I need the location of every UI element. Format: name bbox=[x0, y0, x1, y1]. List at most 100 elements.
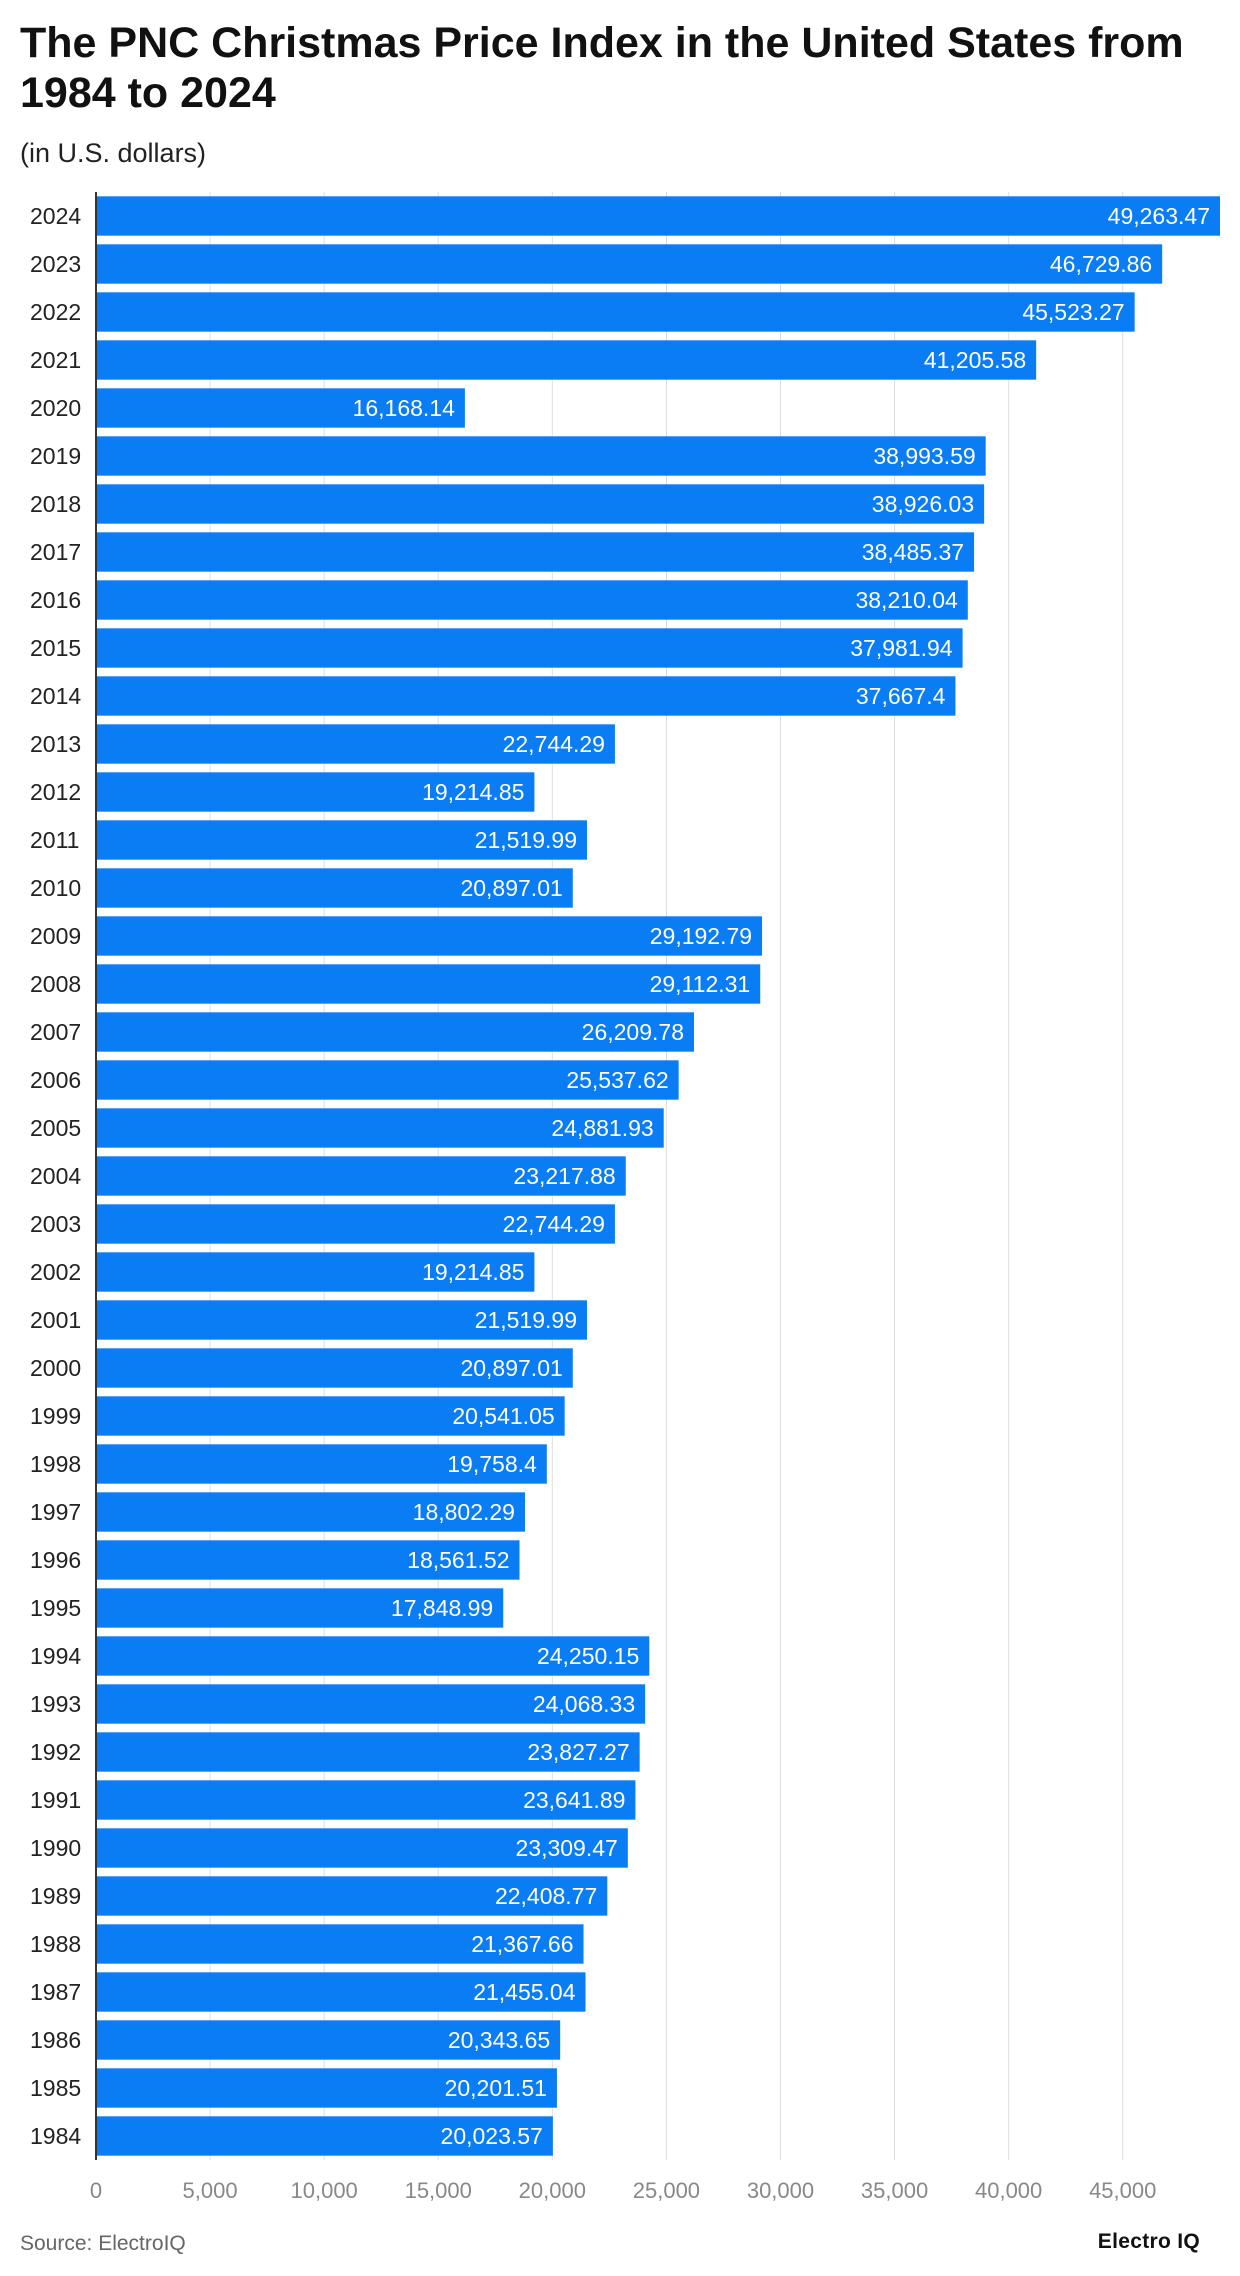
data-label: 29,112.31 bbox=[650, 971, 751, 997]
data-label: 21,519.99 bbox=[475, 827, 577, 853]
bar bbox=[96, 1204, 615, 1244]
data-label: 45,523.27 bbox=[1022, 299, 1124, 325]
category-label: 2006 bbox=[30, 1067, 81, 1093]
data-label: 38,926.03 bbox=[872, 491, 974, 517]
bar bbox=[96, 1636, 650, 1676]
data-label: 19,758.4 bbox=[447, 1451, 537, 1477]
data-label: 37,667.4 bbox=[856, 683, 946, 709]
data-label: 19,214.85 bbox=[422, 1259, 524, 1285]
bar bbox=[96, 964, 761, 1004]
bar bbox=[96, 1540, 520, 1580]
category-label: 1995 bbox=[30, 1595, 81, 1621]
category-label: 2000 bbox=[30, 1355, 81, 1381]
category-label: 2021 bbox=[30, 347, 81, 373]
data-label: 24,881.93 bbox=[551, 1115, 653, 1141]
bar bbox=[96, 1060, 679, 1100]
category-label: 1989 bbox=[30, 1883, 81, 1909]
data-label: 29,192.79 bbox=[650, 923, 752, 949]
category-label: 2005 bbox=[30, 1115, 81, 1141]
chart-subtitle: (in U.S. dollars) bbox=[20, 138, 207, 168]
data-label: 23,217.88 bbox=[513, 1163, 615, 1189]
x-tick-label: 15,000 bbox=[405, 2178, 472, 2203]
chart-title: The PNC Christmas Price Index in the Uni… bbox=[20, 19, 1184, 117]
data-label: 19,214.85 bbox=[422, 779, 524, 805]
data-label: 22,744.29 bbox=[503, 731, 605, 757]
data-label: 21,367.66 bbox=[471, 1931, 573, 1957]
category-label: 1997 bbox=[30, 1499, 81, 1525]
category-label: 1984 bbox=[30, 2123, 81, 2149]
bar bbox=[96, 292, 1135, 332]
bar bbox=[96, 1780, 636, 1820]
x-tick-label: 20,000 bbox=[519, 2178, 586, 2203]
category-label: 2004 bbox=[30, 1163, 81, 1189]
brand-logo: Electro IQ bbox=[1097, 2230, 1200, 2253]
bar bbox=[96, 1732, 640, 1772]
x-tick-label: 5,000 bbox=[183, 2178, 238, 2203]
source-note: Source: ElectroIQ bbox=[20, 2232, 186, 2255]
data-label: 21,455.04 bbox=[473, 1979, 576, 2005]
category-label: 2015 bbox=[30, 635, 81, 661]
bar bbox=[96, 868, 573, 908]
x-tick-label: 10,000 bbox=[291, 2178, 358, 2203]
data-label: 26,209.78 bbox=[582, 1019, 684, 1045]
data-label: 38,485.37 bbox=[862, 539, 964, 565]
data-label: 20,201.51 bbox=[445, 2075, 547, 2101]
bar bbox=[96, 484, 985, 524]
bar bbox=[96, 2068, 557, 2108]
bar bbox=[96, 1156, 626, 1196]
bar bbox=[96, 1300, 588, 1340]
bar bbox=[96, 244, 1163, 284]
bar bbox=[96, 1828, 628, 1868]
category-label: 2003 bbox=[30, 1211, 81, 1237]
bar bbox=[96, 2116, 553, 2156]
bar bbox=[96, 1924, 584, 1964]
category-label: 1996 bbox=[30, 1547, 81, 1573]
category-label: 2008 bbox=[30, 971, 81, 997]
data-label: 41,205.58 bbox=[924, 347, 1026, 373]
bar bbox=[96, 1396, 565, 1436]
data-label: 37,981.94 bbox=[850, 635, 953, 661]
bar bbox=[96, 1684, 646, 1724]
category-label: 2024 bbox=[30, 203, 81, 229]
category-label: 2022 bbox=[30, 299, 81, 325]
category-label: 2011 bbox=[30, 827, 79, 853]
bar bbox=[96, 916, 763, 956]
bar bbox=[96, 1588, 504, 1628]
category-label: 2001 bbox=[30, 1307, 81, 1333]
data-label: 20,897.01 bbox=[460, 875, 562, 901]
bar bbox=[96, 1492, 525, 1532]
bar bbox=[96, 1012, 695, 1052]
bar bbox=[96, 436, 986, 476]
data-label: 18,561.52 bbox=[407, 1547, 509, 1573]
bar bbox=[96, 1876, 608, 1916]
category-label: 1991 bbox=[30, 1787, 81, 1813]
bar bbox=[96, 340, 1037, 380]
bar bbox=[96, 1348, 573, 1388]
x-tick-label: 30,000 bbox=[747, 2178, 814, 2203]
category-label: 1999 bbox=[30, 1403, 81, 1429]
data-label: 23,641.89 bbox=[523, 1787, 625, 1813]
bar bbox=[96, 820, 588, 860]
bar bbox=[96, 1444, 547, 1484]
category-label: 1988 bbox=[30, 1931, 81, 1957]
data-label: 20,541.05 bbox=[452, 1403, 554, 1429]
x-tick-label: 45,000 bbox=[1089, 2178, 1156, 2203]
category-label: 2013 bbox=[30, 731, 81, 757]
data-label: 23,309.47 bbox=[516, 1835, 618, 1861]
data-label: 38,210.04 bbox=[855, 587, 958, 613]
data-label: 20,897.01 bbox=[460, 1355, 562, 1381]
category-label: 2016 bbox=[30, 587, 81, 613]
category-label: 2014 bbox=[30, 683, 81, 709]
category-label: 1994 bbox=[30, 1643, 81, 1669]
bar bbox=[96, 772, 535, 812]
data-label: 25,537.62 bbox=[566, 1067, 668, 1093]
category-label: 1990 bbox=[30, 1835, 81, 1861]
bar bbox=[96, 628, 963, 668]
bar bbox=[96, 1972, 586, 2012]
x-tick-label: 40,000 bbox=[975, 2178, 1042, 2203]
data-label: 23,827.27 bbox=[527, 1739, 629, 1765]
category-label: 1985 bbox=[30, 2075, 81, 2101]
category-label: 1998 bbox=[30, 1451, 81, 1477]
data-label: 17,848.99 bbox=[391, 1595, 493, 1621]
